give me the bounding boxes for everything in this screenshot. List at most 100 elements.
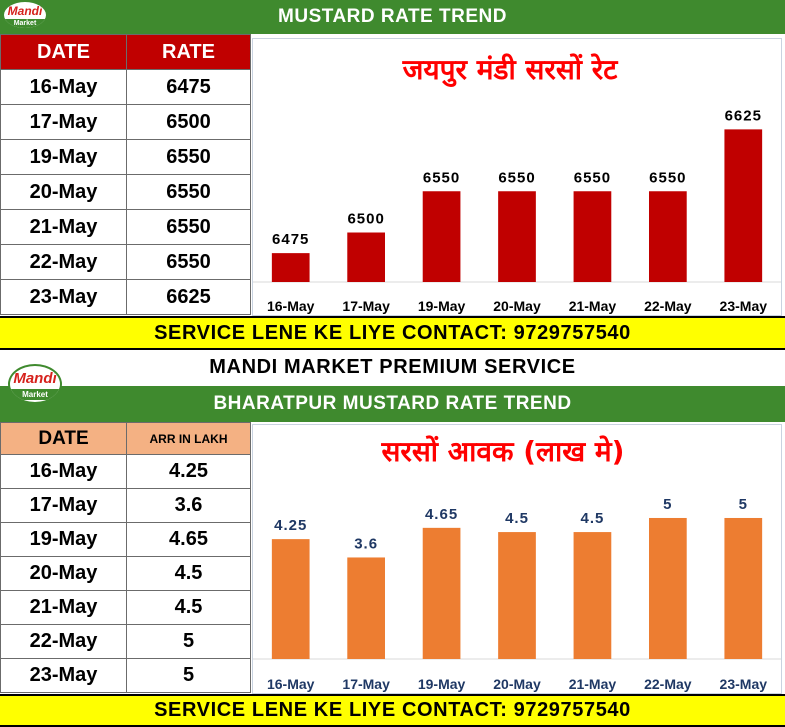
tick-label: 23-May [720, 676, 768, 692]
value-cell: 4.5 [126, 556, 251, 591]
table-header-cell: DATE [0, 34, 127, 70]
value-cell: 4.25 [126, 454, 251, 489]
chart-bar [724, 517, 763, 659]
date-cell: 16-May [0, 69, 127, 105]
table-row: 17-May 3.6 [0, 488, 251, 523]
date-cell: 20-May [0, 174, 127, 210]
bharatpur-arrival-chart-svg: सरसों आवक (लाख मे) 4.25 16-May 3.6 17-May 4.6… [253, 435, 781, 692]
table-row: 23-May 5 [0, 658, 251, 693]
tick-label: 22-May [644, 676, 692, 692]
chart-bar [422, 191, 461, 282]
value-cell: 6625 [126, 279, 251, 315]
data-label: 6550 [574, 169, 611, 186]
value-cell: 4.5 [126, 590, 251, 625]
top-title-bar: MUSTARD RATE TREND [0, 0, 785, 34]
bottom-contact-bar: SERVICE LENE KE LIYE CONTACT: 9729757540 [0, 694, 785, 727]
premium-banner: MANDI MARKET PREMIUM SERVICE [0, 350, 785, 384]
data-label: 4.5 [580, 510, 604, 527]
table-header-cell: DATE [0, 422, 127, 455]
date-cell: 20-May [0, 556, 127, 591]
table-row: 21-May 6550 [0, 209, 251, 245]
chart-bar [271, 539, 310, 659]
bottom-title: BHARATPUR MUSTARD RATE TREND [213, 393, 572, 414]
date-cell: 22-May [0, 244, 127, 280]
tick-label: 20-May [493, 676, 541, 692]
table-row: 20-May 6550 [0, 174, 251, 210]
date-cell: 23-May [0, 279, 127, 315]
table-row: 20-May 4.5 [0, 556, 251, 591]
table-header-row: DATE ARR IN LAKH [0, 422, 251, 455]
value-cell: 6550 [126, 244, 251, 280]
bottom-title-bar: BHARATPUR MUSTARD RATE TREND [0, 386, 785, 422]
mustard-rate-table: DATE RATE 16-May 6475 17-May 6500 19-May 6550 20… [0, 34, 251, 315]
data-label: 6500 [347, 211, 384, 228]
table-header-cell: RATE [126, 34, 251, 70]
date-cell: 22-May [0, 624, 127, 659]
tick-label: 16-May [267, 676, 315, 692]
value-cell: 6500 [126, 104, 251, 140]
chart-title: सरसों आवक (लाख मे) [381, 435, 625, 468]
top-contact-bar: SERVICE LENE KE LIYE CONTACT: 9729757540 [0, 316, 785, 350]
date-cell: 16-May [0, 454, 127, 489]
date-cell: 23-May [0, 658, 127, 693]
data-label: 6475 [272, 231, 309, 248]
chart-bar [347, 557, 385, 659]
jaipur-rate-chart-svg: जयपुर मंडी सरसों रेट 6475 16-May 6500 17-May… [253, 53, 781, 314]
date-cell: 17-May [0, 488, 127, 523]
jaipur-rate-chart: जयपुर मंडी सरसों रेट 6475 16-May 6500 17-May… [252, 38, 782, 316]
logo-text-market: Market [10, 389, 60, 400]
value-cell: 6550 [126, 174, 251, 210]
date-cell: 19-May [0, 522, 127, 557]
chart-bar [498, 191, 536, 282]
value-cell: 3.6 [126, 488, 251, 523]
tick-label: 23-May [720, 298, 768, 314]
value-cell: 4.65 [126, 522, 251, 557]
tick-label: 22-May [644, 298, 692, 314]
data-label: 6625 [725, 107, 762, 124]
value-cell: 6550 [126, 139, 251, 175]
value-cell: 5 [126, 658, 251, 693]
table-header-row: DATE RATE [0, 34, 251, 70]
chart-bar [347, 232, 385, 282]
mandi-market-logo-icon: Mandi Market [8, 364, 62, 404]
data-label: 4.65 [425, 506, 458, 523]
tick-label: 19-May [418, 676, 466, 692]
bharatpur-arrival-chart: सरसों आवक (लाख मे) 4.25 16-May 3.6 17-May 4.6… [252, 424, 782, 694]
chart-bar [649, 517, 687, 659]
chart-bar [271, 253, 310, 282]
bharatpur-arrival-table: DATE ARR IN LAKH 16-May 4.25 17-May 3.6 19-May… [0, 422, 251, 693]
data-label: 6550 [423, 169, 460, 186]
table-row: 22-May 6550 [0, 244, 251, 280]
tick-label: 17-May [342, 298, 390, 314]
table-row: 21-May 4.5 [0, 590, 251, 625]
date-cell: 19-May [0, 139, 127, 175]
logo-text-mandi: Mandi [7, 4, 43, 18]
value-cell: 5 [126, 624, 251, 659]
data-label: 5 [663, 496, 672, 513]
table-row: 17-May 6500 [0, 104, 251, 140]
bottom-contact-text: SERVICE LENE KE LIYE CONTACT: 9729757540 [154, 699, 631, 721]
data-label: 6550 [498, 169, 535, 186]
date-cell: 21-May [0, 590, 127, 625]
value-cell: 6550 [126, 209, 251, 245]
data-label: 4.5 [505, 510, 529, 527]
table-row: 22-May 5 [0, 624, 251, 659]
data-label: 4.25 [274, 517, 307, 534]
tick-label: 20-May [493, 298, 541, 314]
chart-bar [498, 532, 536, 659]
tick-label: 17-May [342, 676, 390, 692]
table-row: 19-May 6550 [0, 139, 251, 175]
value-cell: 6475 [126, 69, 251, 105]
logo-text-market: Market [4, 19, 46, 28]
tick-label: 21-May [569, 676, 617, 692]
table-row: 23-May 6625 [0, 279, 251, 315]
table-header-cell: ARR IN LAKH [126, 422, 251, 455]
data-label: 5 [739, 496, 748, 513]
premium-banner-text: MANDI MARKET PREMIUM SERVICE [209, 356, 576, 378]
tick-label: 21-May [569, 298, 617, 314]
table-row: 16-May 4.25 [0, 454, 251, 489]
tick-label: 19-May [418, 298, 466, 314]
tick-label: 16-May [267, 298, 315, 314]
data-label: 3.6 [354, 535, 378, 552]
date-cell: 17-May [0, 104, 127, 140]
